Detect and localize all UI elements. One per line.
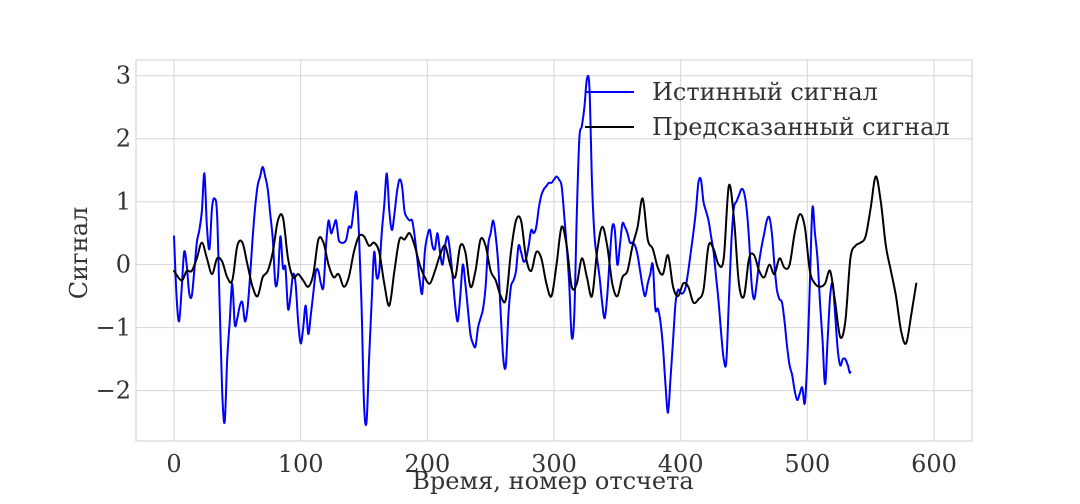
x-tick-label: 100 bbox=[278, 450, 324, 478]
legend-label-true-signal: Истинный сигнал bbox=[652, 78, 878, 106]
x-tick-label: 400 bbox=[658, 450, 704, 478]
y-tick-label: 0 bbox=[116, 251, 131, 279]
x-axis-ticks: 0 100 200 300 400 500 600 bbox=[166, 450, 957, 478]
x-tick-label: 300 bbox=[531, 450, 577, 478]
y-axis-ticks: −2 −1 0 1 2 3 bbox=[96, 62, 131, 405]
y-tick-label: −2 bbox=[96, 377, 131, 405]
y-tick-label: −1 bbox=[96, 314, 131, 342]
series-line-predicted-signal bbox=[173, 175, 918, 345]
series-layer bbox=[173, 74, 918, 427]
y-tick-label: 2 bbox=[116, 125, 131, 153]
y-axis-label: Сигнал bbox=[65, 207, 93, 299]
x-tick-label: 200 bbox=[404, 450, 450, 478]
y-tick-label: 3 bbox=[116, 62, 131, 90]
plot-area-frame bbox=[135, 59, 973, 442]
legend: Истинный сигнал Предсказанный сигнал bbox=[585, 78, 950, 141]
legend-label-predicted-signal: Предсказанный сигнал bbox=[652, 113, 950, 141]
x-axis-label: Время, номер отсчета bbox=[412, 467, 693, 495]
series-line-true-signal bbox=[173, 74, 852, 427]
x-tick-label: 600 bbox=[911, 450, 957, 478]
x-tick-label: 500 bbox=[784, 450, 830, 478]
y-tick-label: 1 bbox=[116, 188, 131, 216]
x-tick-label: 0 bbox=[166, 450, 181, 478]
y-gridlines bbox=[136, 75, 972, 392]
